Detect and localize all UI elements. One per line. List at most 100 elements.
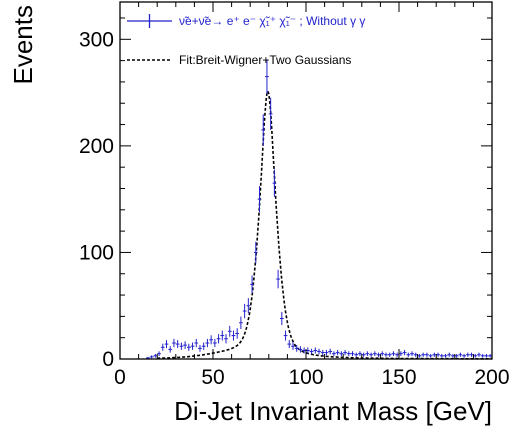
data-point [253, 241, 258, 264]
data-point [198, 344, 202, 352]
data-point [309, 348, 314, 355]
data-point [436, 352, 440, 357]
data-point [335, 349, 340, 356]
data-point [350, 351, 355, 357]
data-point [242, 303, 247, 319]
y-tick-label: 200 [79, 135, 114, 158]
data-point [239, 316, 243, 329]
data-point [172, 338, 176, 348]
data-point [402, 349, 407, 356]
data-point [216, 334, 221, 344]
x-tick-label: 50 [201, 366, 224, 389]
data-point [190, 342, 195, 350]
data-point [291, 342, 295, 350]
data-point [265, 59, 269, 94]
fit-curve [157, 88, 492, 360]
data-point [324, 349, 329, 356]
data-point [279, 311, 284, 326]
data-point [246, 298, 251, 314]
x-tick-label: 150 [381, 366, 416, 389]
data-point [369, 352, 373, 357]
legend-data-label: ν̃e+ν̃e→ e⁺ e⁻ χ̃₁⁺ χ̃₁⁻ ; Without γ γ [179, 14, 365, 28]
data-point [276, 269, 280, 289]
data-point [194, 338, 199, 348]
data-point [332, 351, 336, 357]
data-point [153, 353, 158, 358]
data-point [439, 353, 444, 358]
data-point [413, 352, 418, 357]
data-point [391, 351, 396, 357]
legend-entry-data: ν̃e+ν̃e→ e⁺ e⁻ χ̃₁⁺ χ̃₁⁻ ; Without γ γ [127, 14, 365, 28]
y-tick-label: 300 [79, 28, 114, 51]
data-point [213, 338, 217, 348]
y-axis-title: Events [8, 5, 38, 85]
data-point [376, 352, 381, 357]
data-point [320, 349, 325, 356]
data-point [175, 340, 180, 349]
data-point [458, 352, 463, 357]
data-point [160, 343, 165, 351]
data-point [268, 97, 273, 131]
data-point [417, 353, 422, 358]
data-point [272, 169, 277, 197]
data-point [209, 335, 213, 345]
data-point [328, 348, 333, 355]
y-tick-label: 100 [79, 241, 114, 264]
legend: ν̃e+ν̃e→ e⁺ e⁻ χ̃₁⁺ χ̃₁⁻ ; Without γ γ F… [127, 14, 365, 67]
data-point [387, 352, 392, 357]
x-tick-label: 100 [288, 366, 323, 389]
data-point [179, 342, 184, 350]
data-point [168, 346, 173, 353]
data-point [462, 353, 466, 358]
data-point [298, 346, 303, 353]
data-point [257, 186, 262, 213]
data-point [465, 352, 470, 357]
data-point [339, 351, 344, 357]
data-point [432, 352, 437, 357]
data-point [428, 353, 433, 358]
data-point [283, 330, 288, 341]
data-point [164, 340, 169, 349]
x-tick-label: 0 [114, 366, 126, 389]
data-point [421, 352, 426, 357]
data-point [157, 351, 161, 357]
data-points-layer [142, 59, 492, 360]
data-point [201, 342, 206, 350]
data-point [469, 352, 474, 357]
y-tick-label: 0 [102, 348, 114, 371]
data-point [313, 347, 318, 354]
data-point [361, 352, 366, 357]
data-point [410, 351, 414, 357]
x-tick-label: 200 [474, 366, 509, 389]
data-point [477, 352, 481, 357]
legend-fit-label: Fit:Breit-Wigner+Two Gaussians [179, 53, 351, 67]
data-point [447, 352, 452, 357]
data-point [317, 348, 321, 355]
data-point [380, 351, 385, 357]
plot-frame [119, 1, 493, 360]
data-point [186, 343, 191, 351]
data-point [451, 353, 455, 358]
data-point [480, 353, 485, 358]
data-point [302, 347, 306, 354]
fit-curve-layer [157, 88, 492, 360]
data-point [346, 351, 351, 357]
y-axis-label: Events [8, 5, 38, 85]
data-point [384, 352, 388, 357]
data-point [235, 328, 240, 339]
data-point [306, 347, 310, 354]
data-point [205, 338, 210, 348]
x-axis-label: Di-Jet Invariant Mass [GeV] [174, 396, 492, 426]
data-point [250, 275, 254, 294]
data-point [261, 114, 266, 146]
data-point [227, 325, 232, 337]
data-point [399, 351, 403, 357]
data-point [473, 353, 478, 358]
data-point [343, 349, 347, 356]
data-point [406, 352, 411, 357]
data-point [484, 353, 489, 358]
data-point [358, 351, 362, 357]
data-point [224, 334, 228, 344]
data-point [454, 353, 459, 358]
